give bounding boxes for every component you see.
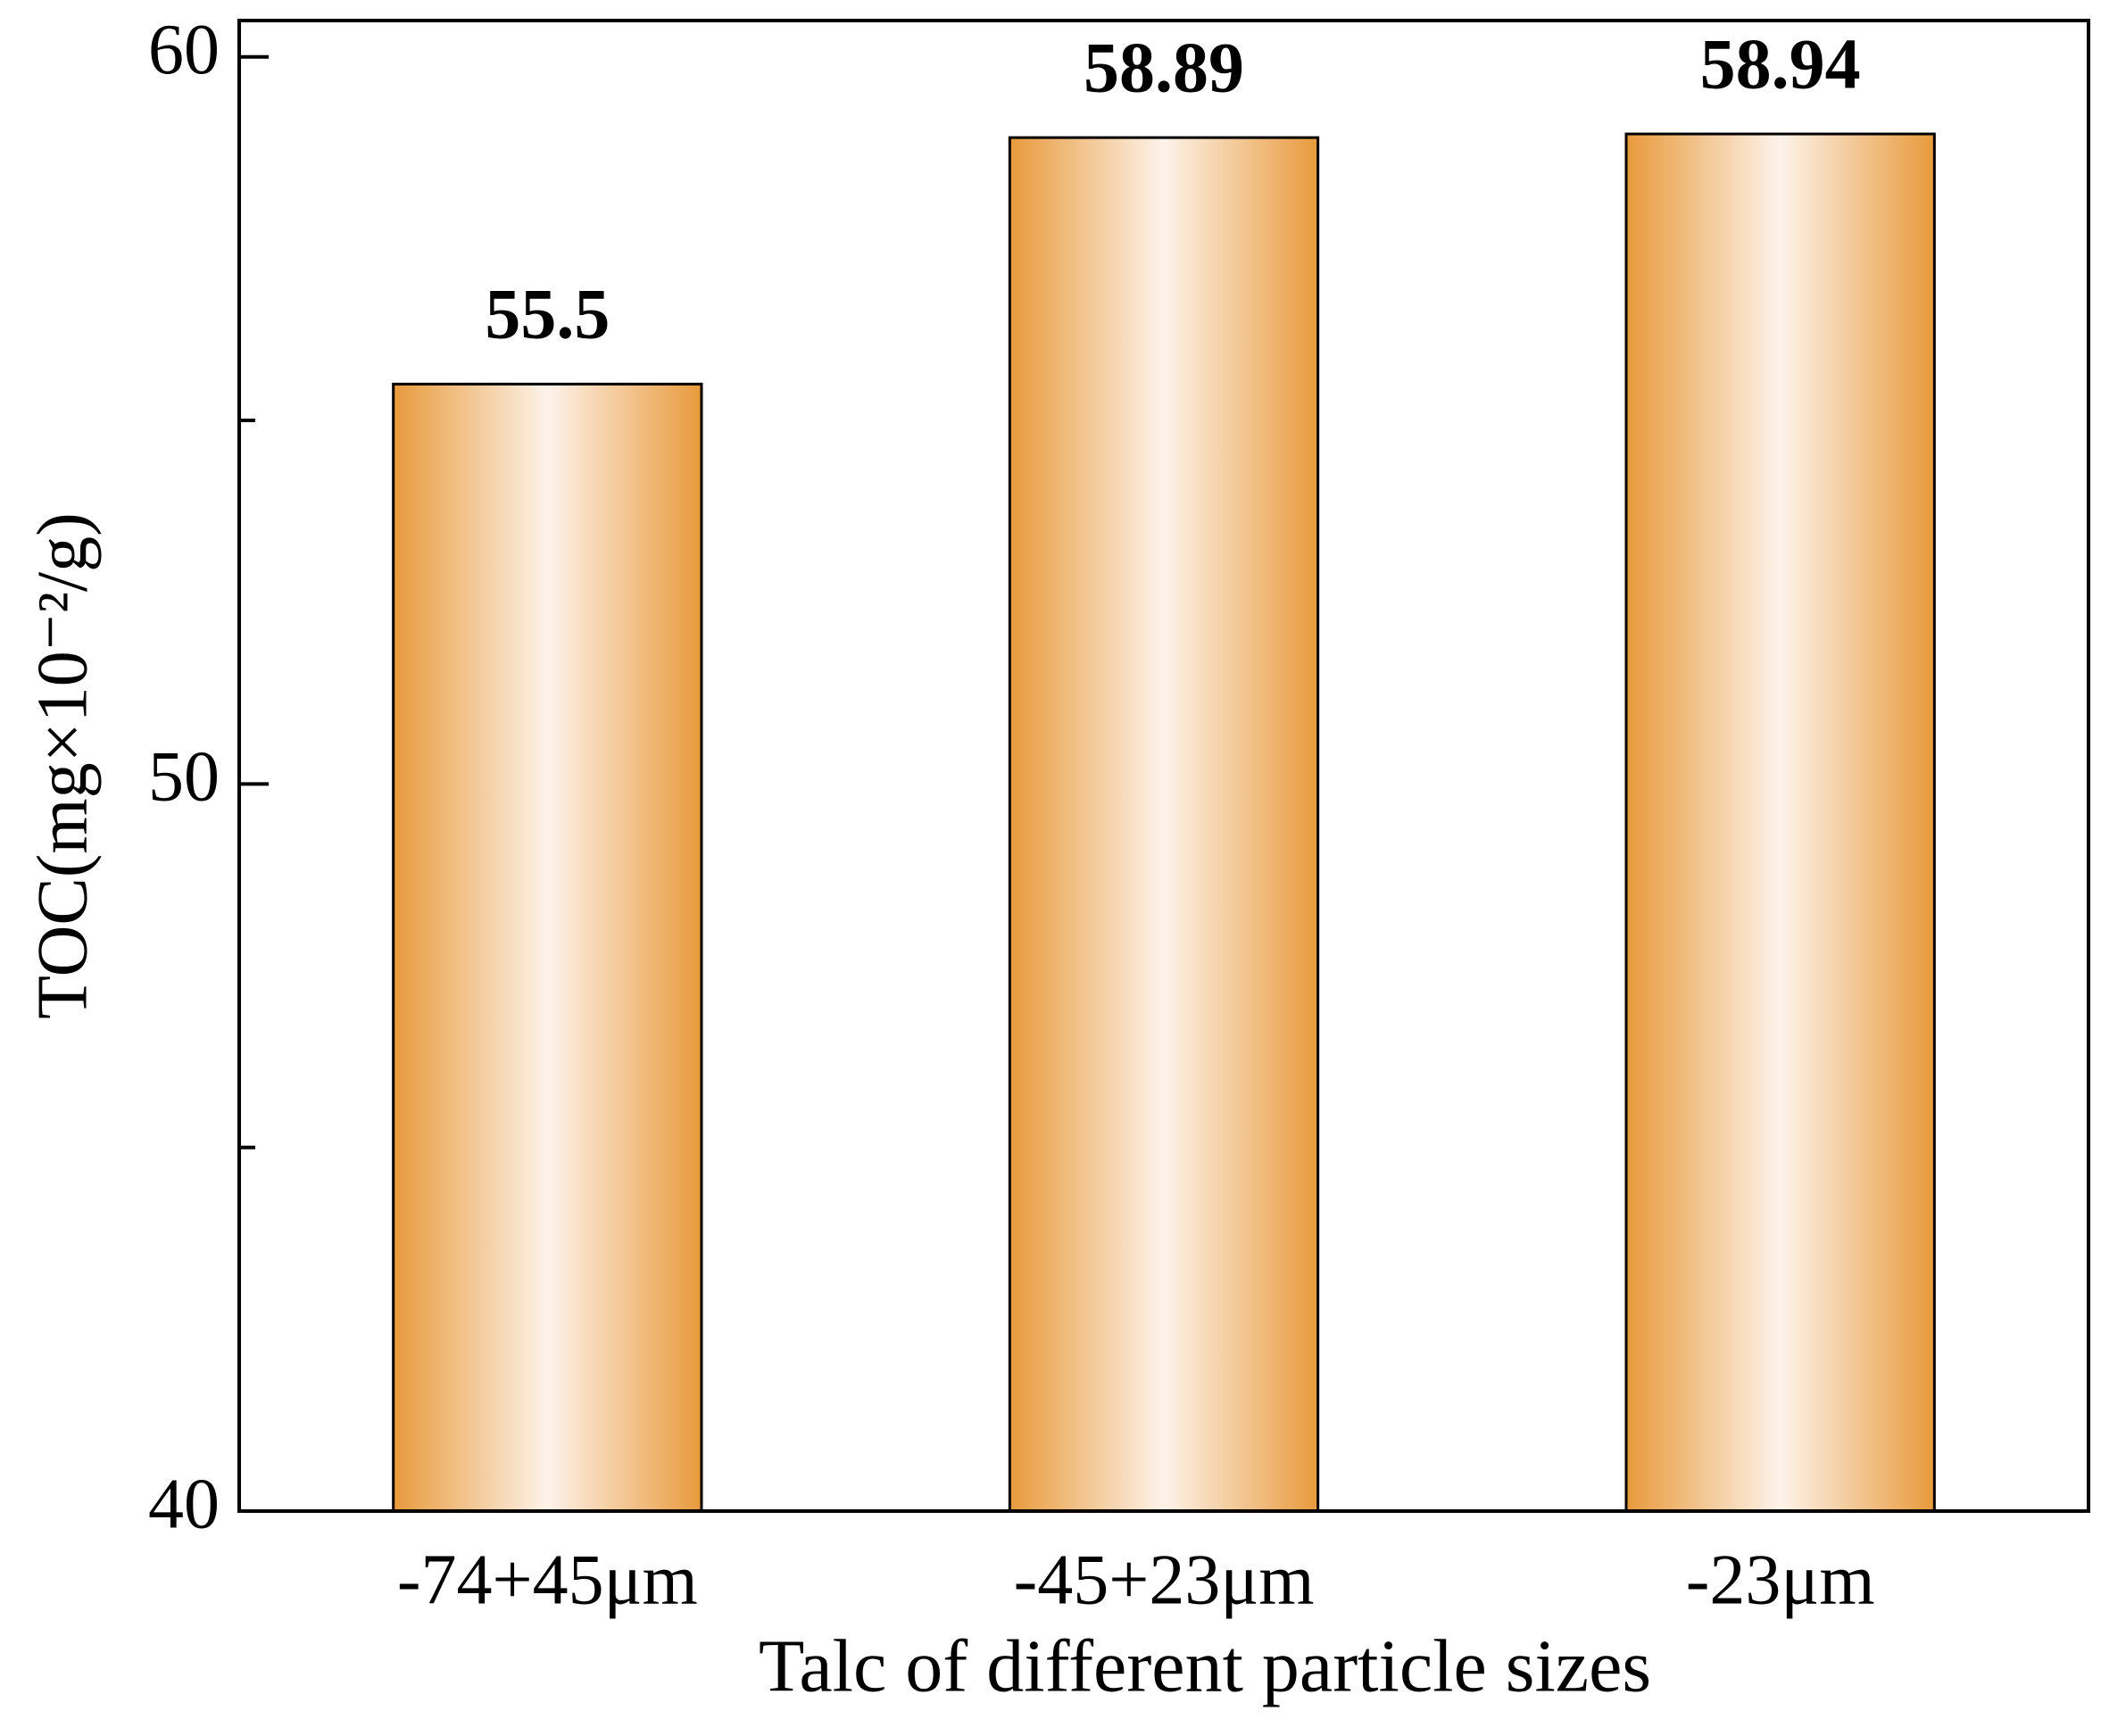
- y-tick-label: 50: [148, 738, 220, 817]
- value-label: 58.89: [1084, 29, 1244, 108]
- bar: [1008, 136, 1320, 1513]
- y-tick-label: 60: [148, 11, 220, 89]
- y-axis-label: TOC(mg×10⁻²/g): [23, 512, 102, 1019]
- x-tick-label: -45+23μm: [1014, 1541, 1315, 1619]
- bar: [1624, 132, 1936, 1513]
- x-axis-label: Talc of different particle sizes: [759, 1624, 1651, 1707]
- plot-frame: [237, 19, 2090, 1513]
- value-label: 58.94: [1700, 25, 1861, 104]
- value-label: 55.5: [485, 276, 610, 354]
- y-tick-label: 40: [148, 1465, 220, 1543]
- x-tick-label: -74+45μm: [397, 1541, 698, 1619]
- bar: [392, 382, 703, 1513]
- x-tick-label: -23μm: [1686, 1541, 1875, 1619]
